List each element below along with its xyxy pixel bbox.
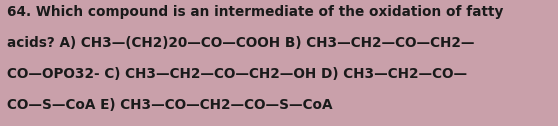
Text: acids? A) CH3—(CH2)20—CO—COOH B) CH3—CH2—CO—CH2—: acids? A) CH3—(CH2)20—CO—COOH B) CH3—CH2… (7, 36, 474, 50)
Text: CO—S—CoA E) CH3—CO—CH2—CO—S—CoA: CO—S—CoA E) CH3—CO—CH2—CO—S—CoA (7, 98, 332, 112)
Text: 64. Which compound is an intermediate of the oxidation of fatty: 64. Which compound is an intermediate of… (7, 5, 503, 19)
Text: CO—OPO32- C) CH3—CH2—CO—CH2—OH D) CH3—CH2—CO—: CO—OPO32- C) CH3—CH2—CO—CH2—OH D) CH3—CH… (7, 67, 467, 81)
